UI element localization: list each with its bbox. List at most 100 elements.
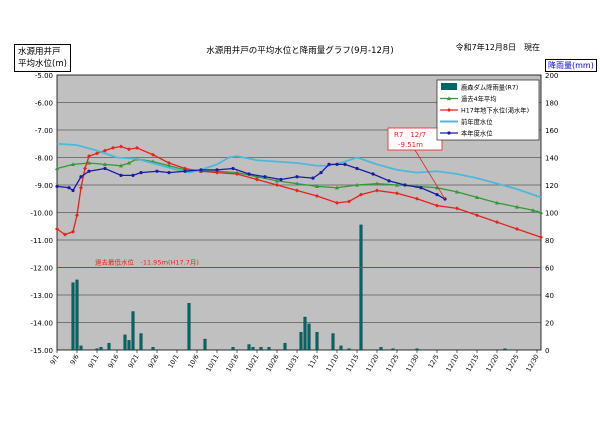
rainfall-bar xyxy=(127,340,131,351)
rainfall-bar xyxy=(503,348,507,351)
rainfall-bar xyxy=(283,342,287,351)
series-point xyxy=(275,183,279,187)
x-tick-label: 10/1 xyxy=(166,353,180,370)
series-point xyxy=(139,171,143,175)
series-point xyxy=(127,160,131,165)
y-tick-label: -15.00 xyxy=(30,347,53,355)
series-point xyxy=(387,179,391,183)
series-point xyxy=(327,162,331,166)
x-tick-label: 11/15 xyxy=(344,353,360,373)
series-point xyxy=(495,220,499,225)
series-point xyxy=(315,194,319,198)
rainfall-bar xyxy=(95,348,99,351)
x-tick-label: 9/26 xyxy=(146,353,160,370)
x-tick-label: 9/21 xyxy=(126,353,140,370)
series-point xyxy=(67,186,71,190)
y2-tick-label: 100 xyxy=(545,210,558,218)
x-tick-label: 9/16 xyxy=(106,353,120,370)
series-point xyxy=(295,188,299,193)
x-tick-label: 11/25 xyxy=(384,353,400,373)
legend-label: 鹿森ダム降雨量(R7) xyxy=(461,83,518,92)
rainfall-bar xyxy=(131,311,135,351)
rainfall-bar xyxy=(75,279,79,351)
series-point xyxy=(167,163,171,168)
rainfall-bar xyxy=(347,348,351,351)
legend-label: 本年度水位 xyxy=(461,129,493,138)
series-point xyxy=(539,235,543,240)
series-point xyxy=(355,166,359,171)
x-tick-label: 9/11 xyxy=(86,353,100,370)
series-point xyxy=(199,168,203,172)
series-point xyxy=(295,181,299,186)
series-point xyxy=(71,188,75,193)
annotation-line2: -9.51m xyxy=(398,141,423,149)
rainfall-bar xyxy=(259,347,263,351)
x-tick-label: 11/20 xyxy=(364,353,380,373)
left-axis-label-line2: 平均水位(m) xyxy=(18,59,67,69)
x-tick-label: 10/6 xyxy=(186,353,200,370)
series-point xyxy=(87,154,91,159)
legend-marker xyxy=(447,96,451,101)
x-tick-label: 11/10 xyxy=(324,353,340,373)
series-point xyxy=(395,182,399,187)
y-tick-label: -14.00 xyxy=(30,320,53,328)
series-point xyxy=(475,195,479,199)
y2-tick-label: 140 xyxy=(545,155,558,163)
x-tick-label: 10/21 xyxy=(244,353,260,373)
left-axis-label: 水源用井戸 平均水位(m) xyxy=(14,44,71,72)
series-point xyxy=(71,162,75,166)
legend-label: 前年度水位 xyxy=(461,117,493,126)
series-point xyxy=(335,162,339,166)
series-point xyxy=(55,227,59,231)
series-point xyxy=(183,166,187,171)
rainfall-bar xyxy=(315,331,319,351)
series-point xyxy=(151,152,155,157)
x-tick-label: 10/26 xyxy=(264,353,280,373)
series-point xyxy=(79,175,83,179)
series-point xyxy=(375,181,379,186)
x-tick-label: 12/10 xyxy=(444,353,460,373)
y2-tick-label: 20 xyxy=(545,320,554,328)
x-tick-label: 12/30 xyxy=(524,353,540,373)
legend-swatch xyxy=(441,83,457,90)
y2-tick-label: 180 xyxy=(545,100,558,108)
series-point xyxy=(515,204,519,209)
rainfall-bar xyxy=(331,333,335,351)
series-point xyxy=(119,173,123,177)
y2-tick-label: 120 xyxy=(545,182,558,190)
series-point xyxy=(255,174,259,179)
series-point xyxy=(63,232,67,237)
series-point xyxy=(435,185,439,190)
series-line xyxy=(56,142,542,199)
rainfall-bar xyxy=(379,347,383,351)
rainfall-bar xyxy=(187,303,191,351)
series-point xyxy=(515,227,519,231)
series-point xyxy=(455,189,459,194)
y2-tick-label: 80 xyxy=(545,237,554,245)
y2-tick-label: 0 xyxy=(545,347,549,355)
series-point xyxy=(359,192,363,197)
legend-marker xyxy=(447,131,451,135)
series-point xyxy=(403,183,407,187)
series-point xyxy=(79,185,83,190)
series-point xyxy=(71,229,75,234)
y-tick-label: -8.00 xyxy=(35,155,53,163)
series-point xyxy=(215,170,219,175)
y-tick-label: -10.00 xyxy=(30,210,53,218)
rainfall-bar xyxy=(303,316,307,351)
y-tick-label: -6.00 xyxy=(35,100,53,108)
series-point xyxy=(87,160,91,165)
series-point xyxy=(119,144,123,149)
series-point xyxy=(167,171,171,175)
x-tick-label: 12/20 xyxy=(484,353,500,373)
series-point xyxy=(247,172,251,176)
series-point xyxy=(131,173,135,177)
rainfall-bar xyxy=(251,347,255,351)
series-point xyxy=(75,213,79,218)
series-point xyxy=(55,166,59,171)
series-point xyxy=(103,162,107,166)
y-tick-label: -13.00 xyxy=(30,292,53,300)
rainfall-bar xyxy=(203,338,207,351)
series-point xyxy=(355,182,359,187)
